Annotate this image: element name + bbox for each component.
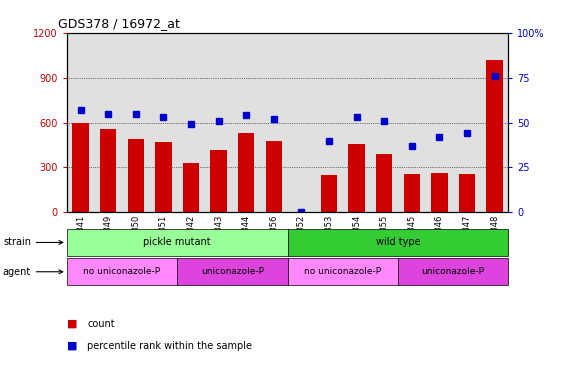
Text: uniconazole-P: uniconazole-P — [201, 267, 264, 276]
Text: no uniconazole-P: no uniconazole-P — [84, 267, 160, 276]
Bar — [210, 150, 227, 212]
Text: GDS378 / 16972_at: GDS378 / 16972_at — [58, 17, 180, 30]
Bar — [100, 129, 116, 212]
Text: no uniconazole-P: no uniconazole-P — [304, 267, 381, 276]
Bar — [177, 258, 288, 285]
Bar — [459, 174, 475, 212]
Bar — [266, 141, 282, 212]
Bar — [182, 163, 199, 212]
Bar — [486, 60, 503, 212]
Text: pickle mutant: pickle mutant — [144, 238, 211, 247]
Bar — [155, 142, 172, 212]
Text: count: count — [87, 319, 115, 329]
Bar — [288, 258, 398, 285]
Text: ■: ■ — [67, 341, 77, 351]
Bar — [431, 173, 447, 212]
Text: uniconazole-P: uniconazole-P — [422, 267, 485, 276]
Bar — [403, 174, 420, 212]
Text: wild type: wild type — [376, 238, 420, 247]
Bar — [288, 229, 508, 256]
Bar — [348, 143, 365, 212]
Text: strain: strain — [3, 238, 63, 247]
Text: ■: ■ — [67, 319, 77, 329]
Text: agent: agent — [3, 267, 63, 277]
Text: percentile rank within the sample: percentile rank within the sample — [87, 341, 252, 351]
Bar — [67, 258, 177, 285]
Bar — [398, 258, 508, 285]
Bar — [67, 229, 288, 256]
Bar — [238, 133, 254, 212]
Bar — [376, 154, 393, 212]
Bar — [72, 123, 89, 212]
Bar — [127, 139, 144, 212]
Bar — [321, 175, 337, 212]
